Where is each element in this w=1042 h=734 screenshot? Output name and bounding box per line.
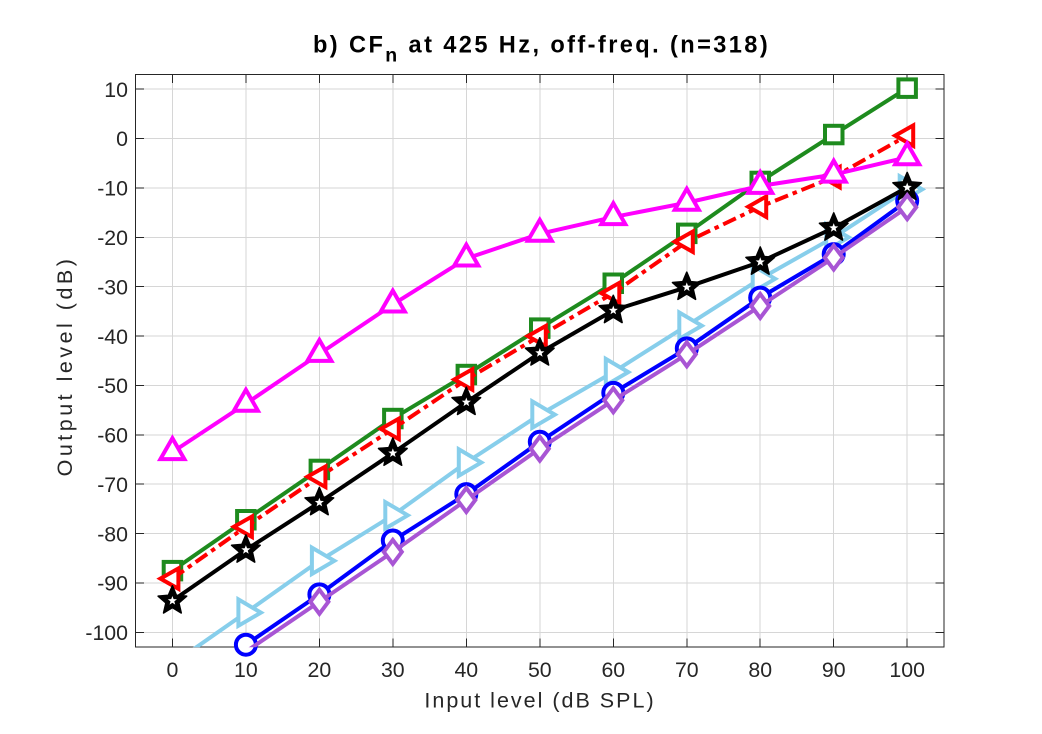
svg-text:Output level (dB): Output level (dB) — [53, 256, 77, 477]
svg-text:-30: -30 — [97, 275, 128, 299]
svg-text:0: 0 — [166, 658, 178, 682]
svg-text:-50: -50 — [97, 374, 128, 398]
svg-text:-100: -100 — [85, 621, 128, 645]
svg-text:-90: -90 — [97, 572, 128, 596]
svg-text:0: 0 — [116, 127, 128, 151]
svg-text:20: 20 — [308, 658, 332, 682]
svg-text:-20: -20 — [97, 226, 128, 250]
svg-text:10: 10 — [104, 78, 128, 102]
svg-text:80: 80 — [748, 658, 772, 682]
svg-text:-80: -80 — [97, 522, 128, 546]
svg-text:100: 100 — [889, 658, 925, 682]
svg-text:60: 60 — [601, 658, 625, 682]
svg-text:10: 10 — [234, 658, 258, 682]
svg-text:50: 50 — [528, 658, 552, 682]
svg-text:40: 40 — [454, 658, 478, 682]
svg-text:Input level (dB SPL): Input level (dB SPL) — [424, 689, 655, 713]
svg-text:70: 70 — [675, 658, 699, 682]
svg-text:-60: -60 — [97, 424, 128, 448]
svg-text:90: 90 — [822, 658, 846, 682]
svg-text:-10: -10 — [97, 177, 128, 201]
svg-text:-40: -40 — [97, 325, 128, 349]
svg-text:-70: -70 — [97, 473, 128, 497]
svg-text:30: 30 — [381, 658, 405, 682]
